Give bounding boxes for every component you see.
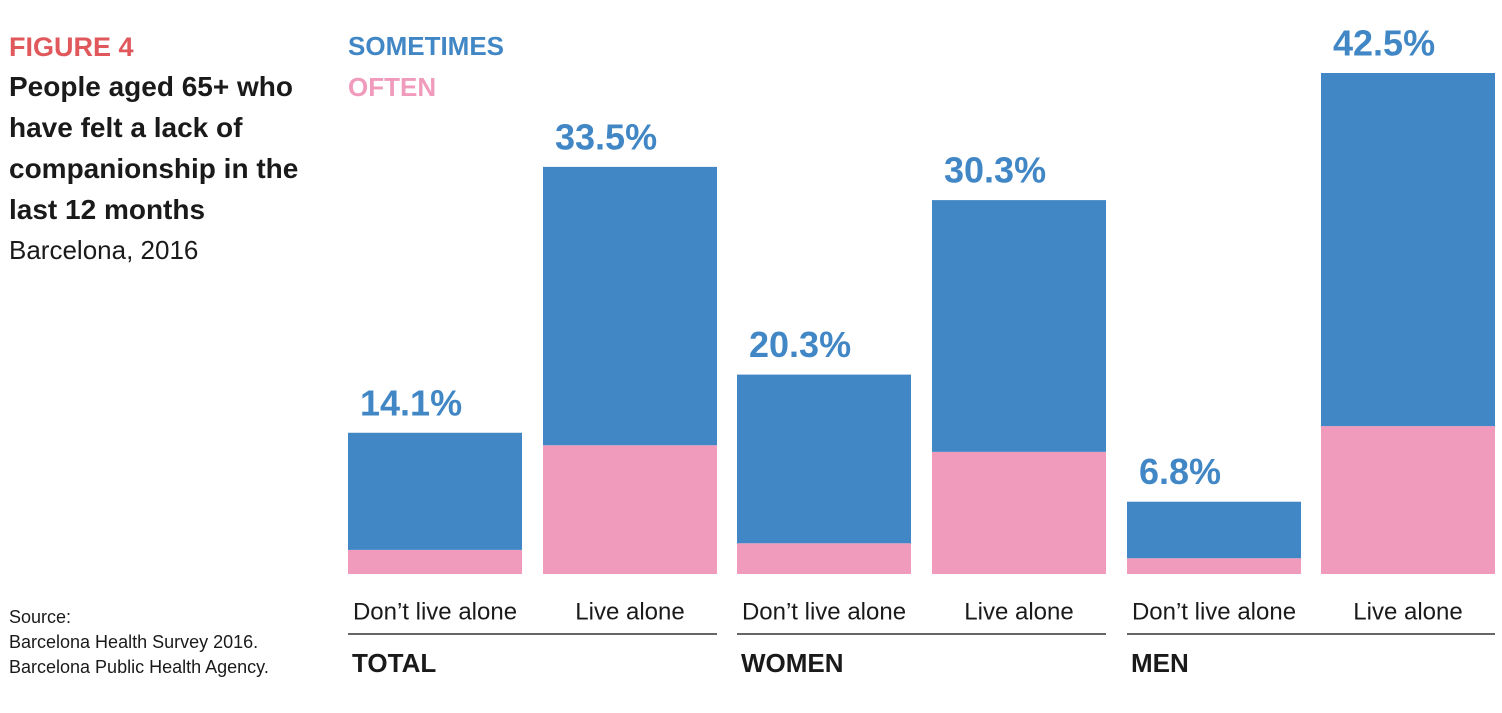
bar-segment xyxy=(932,451,1106,574)
x-tick-label: Don’t live alone xyxy=(1132,598,1296,625)
x-tick-label: Live alone xyxy=(575,598,684,625)
x-tick-label: Don’t live alone xyxy=(353,598,517,625)
chart-title: People aged 65+ who have felt a lack of … xyxy=(9,71,299,225)
bar-segment xyxy=(1321,426,1495,574)
bar-segment xyxy=(737,543,911,574)
x-tick-label: Don’t live alone xyxy=(742,598,906,625)
bar-segment xyxy=(737,374,911,544)
group-label: TOTAL xyxy=(352,648,436,678)
header: FIGURE 4 People aged 65+ who have felt a… xyxy=(9,28,309,271)
bar-segment xyxy=(1321,73,1495,427)
value-label: 6.8% xyxy=(1139,451,1221,492)
x-tick-label: Live alone xyxy=(964,598,1073,625)
chart-subtitle: Barcelona, 2016 xyxy=(9,235,199,265)
value-label: 33.5% xyxy=(555,116,657,157)
source-line: Barcelona Public Health Agency. xyxy=(9,657,269,677)
value-label: 14.1% xyxy=(360,382,462,423)
source-line: Source: xyxy=(9,607,72,627)
value-label: 42.5% xyxy=(1333,23,1435,64)
value-label: 20.3% xyxy=(749,324,851,365)
bar-segment xyxy=(1127,501,1301,559)
bar-segment xyxy=(932,200,1106,452)
value-label: 30.3% xyxy=(944,150,1046,191)
legend-entry: SOMETIMES xyxy=(348,31,504,61)
bar-segment xyxy=(1127,558,1301,574)
group-label: MEN xyxy=(1131,648,1189,678)
x-tick-label: Live alone xyxy=(1353,598,1462,625)
source-line: Barcelona Health Survey 2016. xyxy=(9,632,259,652)
group-label: WOMEN xyxy=(741,648,844,678)
bar-segment xyxy=(543,445,717,574)
bar-segment xyxy=(348,549,522,574)
legend-entry: OFTEN xyxy=(348,72,436,102)
bar-segment xyxy=(543,166,717,446)
source: Source: Barcelona Health Survey 2016. Ba… xyxy=(9,605,269,680)
figure-label: FIGURE 4 xyxy=(9,32,134,62)
bar-segment xyxy=(348,432,522,550)
